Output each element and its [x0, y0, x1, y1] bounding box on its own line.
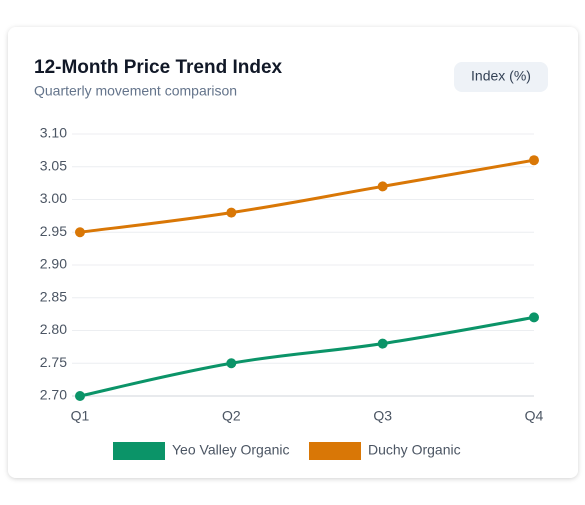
x-tick-label: Q1: [71, 408, 90, 424]
x-tick-label: Q2: [222, 408, 241, 424]
series-line: [79, 158, 535, 234]
point: [529, 312, 539, 323]
point: [377, 338, 388, 349]
x-tick-label: Q4: [525, 408, 544, 424]
legend-swatch: [113, 442, 165, 460]
y-tick-label: 2.70: [40, 387, 67, 403]
x-tick-label: Q3: [373, 408, 392, 424]
point: [75, 227, 85, 238]
y-tick-label: 2.75: [40, 354, 67, 370]
point: [226, 207, 237, 218]
legend-swatch: [309, 442, 361, 460]
y-tick-label: 2.85: [40, 288, 67, 304]
point: [226, 358, 237, 369]
chart-subtitle: Quarterly movement comparison: [34, 83, 237, 99]
series-line: [79, 315, 535, 398]
point: [75, 391, 85, 401]
chart-title: 12-Month Price Trend Index: [34, 57, 283, 78]
y-tick-label: 3.10: [40, 125, 67, 141]
badge: Index (%): [471, 68, 531, 84]
y-tick-label: 3.00: [40, 190, 67, 206]
y-tick-label: 2.95: [40, 223, 67, 239]
point: [529, 155, 539, 166]
legend-label: Duchy Organic: [368, 442, 461, 458]
badge-bg: [454, 62, 548, 92]
card: [8, 27, 578, 478]
y-tick-label: 2.80: [40, 321, 67, 337]
y-tick-label: 3.05: [40, 157, 67, 173]
point: [377, 181, 388, 192]
legend-label: Yeo Valley Organic: [172, 442, 290, 458]
y-tick-label: 2.90: [40, 256, 67, 272]
